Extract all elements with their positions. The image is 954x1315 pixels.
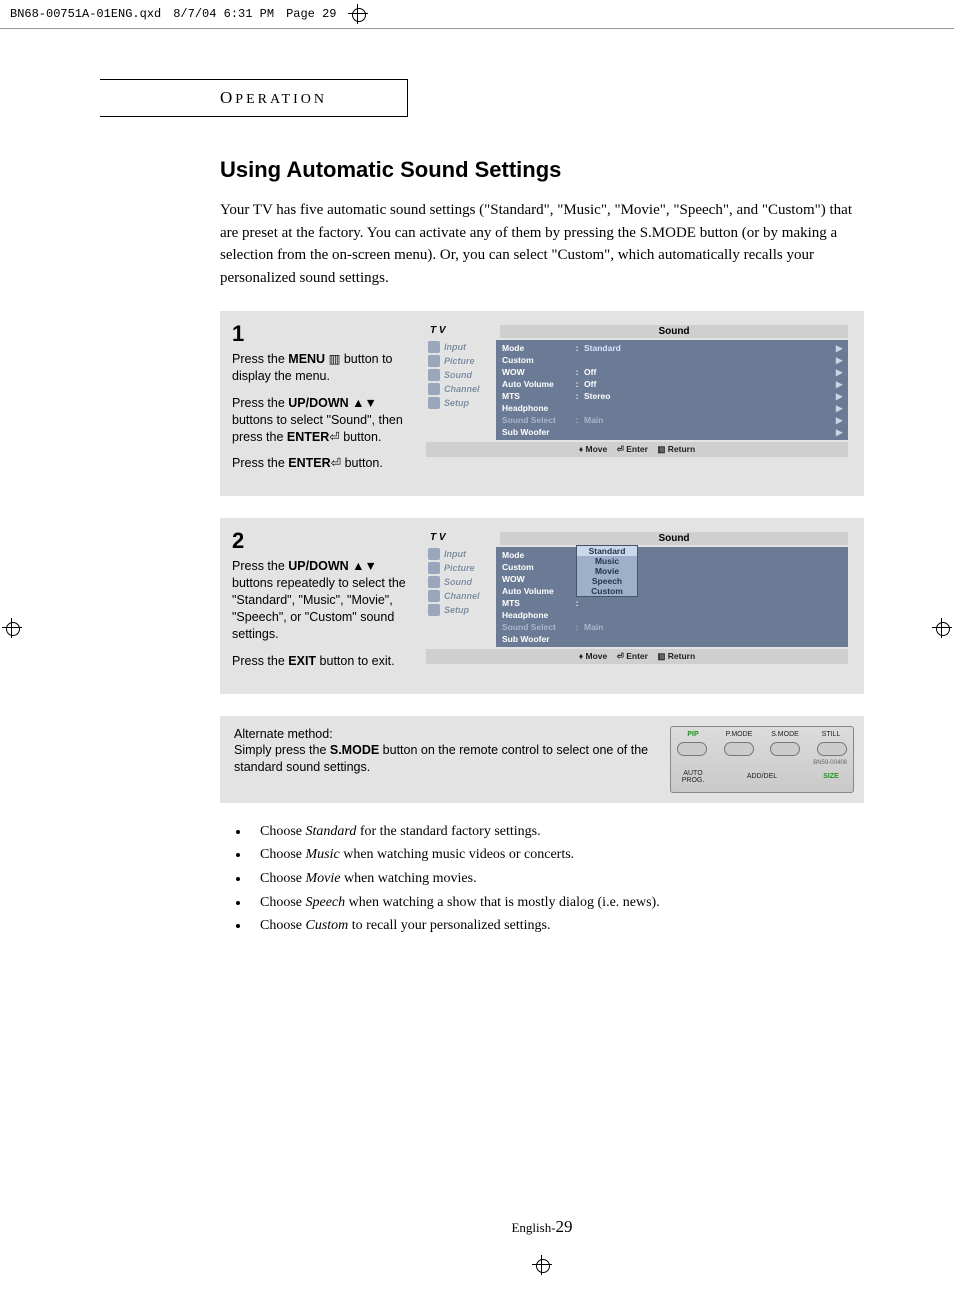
updown-label: UP/DOWN	[288, 396, 348, 410]
osd-side-item: Picture	[426, 561, 496, 575]
osd-side-item: Sound	[426, 575, 496, 589]
osd-row: Sound Select:Main	[502, 621, 844, 633]
osd-sidebar: InputPictureSoundChannelSetup	[426, 547, 496, 647]
crop-mark-icon	[348, 4, 368, 24]
osd-row: Sub Woofer	[502, 633, 844, 645]
osd-title: Sound	[500, 325, 848, 338]
osd-row: Custom	[502, 561, 844, 573]
list-item: Choose Music when watching music videos …	[250, 844, 864, 866]
smode-label: S.MODE	[330, 743, 379, 757]
osd-popup-item: Speech	[577, 576, 637, 586]
remote-button	[770, 742, 800, 756]
step-2-number: 2	[232, 528, 412, 554]
remote-model: BN59-00408	[677, 760, 847, 766]
section-cap: O	[220, 88, 235, 107]
step-2-text: 2 Press the UP/DOWN ▲▼ buttons repeatedl…	[232, 528, 412, 679]
list-item: Choose Standard for the standard factory…	[250, 821, 864, 843]
osd-row: Headphone▶	[502, 402, 844, 414]
step-1-text: 1 Press the MENU ▥ button to display the…	[232, 321, 412, 482]
section-tab: OPERATION	[100, 79, 408, 117]
osd-popup-item: Music	[577, 556, 637, 566]
osd-side-item: Input	[426, 340, 496, 354]
osd-side-item: Channel	[426, 382, 496, 396]
header-pagetag: Page 29	[286, 7, 336, 21]
updown-label: UP/DOWN	[288, 559, 348, 573]
osd-popup-item: Custom	[577, 586, 637, 596]
print-header: BN68-00751A-01ENG.qxd 8/7/04 6:31 PM Pag…	[0, 0, 954, 29]
remote-label: SIZE	[815, 773, 847, 780]
osd-side-item: Sound	[426, 368, 496, 382]
osd-popup-item: Standard	[577, 546, 637, 556]
osd-main-1: Mode:Standard▶Custom▶WOW:Off▶Auto Volume…	[496, 340, 848, 440]
enter-label: ENTER	[288, 456, 330, 470]
intro-paragraph: Your TV has five automatic sound setting…	[220, 199, 864, 289]
osd-side-item: Setup	[426, 396, 496, 410]
osd-side-item: Channel	[426, 589, 496, 603]
page-title: Using Automatic Sound Settings	[220, 157, 864, 183]
remote-label: AUTO PROG.	[677, 770, 709, 784]
bottom-crop-mark	[220, 1255, 864, 1275]
osd-popup-item: Movie	[577, 566, 637, 576]
remote-label: S.MODE	[769, 731, 801, 738]
remote-button	[677, 742, 707, 756]
osd-mode-popup: StandardMusicMovieSpeechCustom	[576, 545, 638, 597]
osd-main-2: Mode:CustomWOW:Auto Volume:MTS:Headphone…	[496, 547, 848, 647]
osd-screenshot-1: T V Sound InputPictureSoundChannelSetup …	[422, 321, 852, 482]
osd-sidebar: InputPictureSoundChannelSetup	[426, 340, 496, 440]
step-1-number: 1	[232, 321, 412, 347]
osd-side-item: Input	[426, 547, 496, 561]
remote-illustration: PIP P.MODE S.MODE STILL BN59-00408 AUTO PRO…	[670, 726, 854, 793]
osd-row: Custom▶	[502, 354, 844, 366]
osd-footer: ♦ Move ⏎ Enter ▥ Return	[426, 649, 848, 664]
list-item: Choose Movie when watching movies.	[250, 868, 864, 890]
osd-tv-label: T V	[426, 325, 500, 338]
menu-label: MENU	[288, 352, 325, 366]
remote-button	[724, 742, 754, 756]
osd-row: WOW:Off▶	[502, 366, 844, 378]
list-item: Choose Speech when watching a show that …	[250, 892, 864, 914]
osd-row: Auto Volume:Off▶	[502, 378, 844, 390]
exit-label: EXIT	[288, 654, 316, 668]
osd-row: MTS:	[502, 597, 844, 609]
remote-label: ADD/DEL	[746, 773, 778, 780]
alternate-method-box: Alternate method: Simply press the S.MOD…	[220, 716, 864, 803]
osd-side-item: Picture	[426, 354, 496, 368]
osd-row: Mode:Standard▶	[502, 342, 844, 354]
osd-row: WOW:	[502, 573, 844, 585]
osd-row: Auto Volume:	[502, 585, 844, 597]
header-datetime: 8/7/04 6:31 PM	[173, 7, 274, 21]
page-number: English-29	[220, 1217, 864, 1237]
remote-label: P.MODE	[723, 731, 755, 738]
osd-row: Sound Select:Main▶	[502, 414, 844, 426]
options-list: Choose Standard for the standard factory…	[220, 821, 864, 937]
enter-label: ENTER	[287, 430, 329, 444]
osd-screenshot-2: T V Sound InputPictureSoundChannelSetup …	[422, 528, 852, 679]
osd-row: Headphone	[502, 609, 844, 621]
osd-row: Sub Woofer▶	[502, 426, 844, 438]
section-rest: PERATION	[235, 92, 327, 107]
osd-row: Mode:	[502, 549, 844, 561]
step-2: 2 Press the UP/DOWN ▲▼ buttons repeatedl…	[220, 518, 864, 693]
step-1: 1 Press the MENU ▥ button to display the…	[220, 311, 864, 496]
osd-footer: ♦ Move ⏎ Enter ▥ Return	[426, 442, 848, 457]
osd-title: Sound	[500, 532, 848, 545]
remote-label: STILL	[815, 731, 847, 738]
alt-heading: Alternate method:	[234, 727, 333, 741]
list-item: Choose Custom to recall your personalize…	[250, 915, 864, 937]
osd-side-item: Setup	[426, 603, 496, 617]
osd-tv-label: T V	[426, 532, 500, 545]
header-filename: BN68-00751A-01ENG.qxd	[10, 7, 161, 21]
osd-row: MTS:Stereo▶	[502, 390, 844, 402]
remote-label: PIP	[677, 731, 709, 738]
remote-button	[817, 742, 847, 756]
